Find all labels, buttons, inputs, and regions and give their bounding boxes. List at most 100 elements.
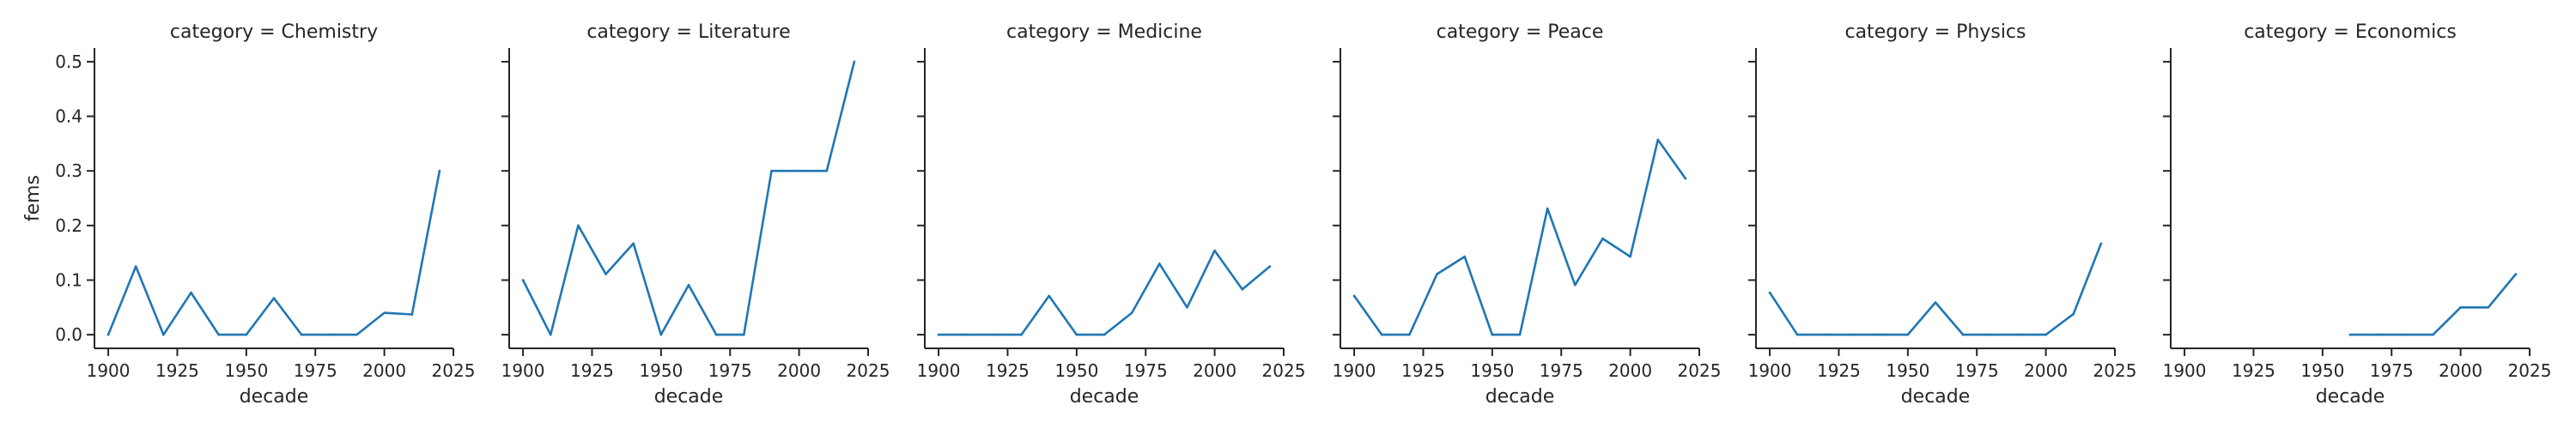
y-tick-label: 0.0 xyxy=(55,324,82,345)
x-tick-label: 2000 xyxy=(362,360,406,381)
data-point xyxy=(1158,263,1161,265)
data-point xyxy=(2072,312,2075,316)
x-tick-label: 1950 xyxy=(639,360,683,381)
data-point xyxy=(743,333,745,336)
x-tick-label: 1950 xyxy=(1054,360,1098,381)
facet-panel-4: category = Peace 1900 1925 1950 1975 2000 2025… xyxy=(1333,21,1722,408)
series-line xyxy=(937,249,1272,336)
data-point xyxy=(2459,305,2462,309)
data-point xyxy=(383,311,386,314)
data-point xyxy=(798,169,800,172)
x-tick-label: 1975 xyxy=(2370,360,2414,381)
data-point xyxy=(2099,242,2103,245)
facet-panel-6: category = Economics 1900 1925 1950 1975 2000… xyxy=(2163,21,2552,408)
data-point xyxy=(964,333,968,336)
x-tick-label: 1925 xyxy=(1401,360,1445,381)
data-point xyxy=(1961,333,1965,336)
data-point xyxy=(521,279,525,281)
y-tick-label: 0.4 xyxy=(55,106,82,127)
x-tick-label: 2000 xyxy=(2439,360,2482,381)
data-point xyxy=(1934,301,1937,304)
x-tick-label: 1975 xyxy=(294,360,337,381)
data-point xyxy=(1268,265,1272,268)
x-tick-label: 2025 xyxy=(1678,360,1722,381)
y-tick-label: 0.5 xyxy=(55,51,82,72)
x-tick-label: 1950 xyxy=(1470,360,1514,381)
y-tick-label: 0.2 xyxy=(55,215,82,236)
x-tick-label: 2025 xyxy=(1262,360,1306,381)
x-tick-label: 1975 xyxy=(708,360,752,381)
y-tick-label: 0.3 xyxy=(55,160,82,181)
data-point xyxy=(1990,333,1992,336)
panel-title: category = Literature xyxy=(586,21,790,43)
x-tick-label: 1950 xyxy=(224,360,268,381)
x-tick-label: 1900 xyxy=(501,360,545,381)
facet-panel-1: category = Chemistry 0.0 0.1 0.2 0.3 0.4 0.5 19… xyxy=(22,21,475,408)
x-axis-label: decade xyxy=(240,386,309,408)
data-point xyxy=(410,313,414,316)
x-tick-label: 1950 xyxy=(2300,360,2344,381)
data-point xyxy=(2017,333,2020,336)
panel-title: category = Physics xyxy=(1844,21,2026,43)
data-point xyxy=(1075,333,1078,336)
x-tick-label: 1900 xyxy=(917,360,961,381)
data-point xyxy=(1020,333,1023,336)
x-tick-label: 1900 xyxy=(2163,360,2207,381)
data-point xyxy=(1380,333,1383,336)
x-tick-label: 1900 xyxy=(87,360,131,381)
data-point xyxy=(825,169,829,172)
data-point xyxy=(245,333,248,336)
data-point xyxy=(1352,294,1356,298)
data-point xyxy=(1408,333,1411,336)
x-axis-label: decade xyxy=(654,386,724,408)
data-point xyxy=(1241,287,1244,291)
data-point xyxy=(1048,294,1050,298)
y-tick-label: 0.1 xyxy=(55,269,82,290)
data-point xyxy=(1518,333,1522,336)
data-point xyxy=(853,60,856,63)
data-point xyxy=(937,333,940,336)
x-tick-label: 1950 xyxy=(1886,360,1929,381)
data-point xyxy=(1546,207,1549,210)
data-point xyxy=(1851,333,1854,336)
series-line xyxy=(1352,138,1687,336)
data-point xyxy=(1103,333,1106,336)
x-tick-label: 1900 xyxy=(1333,360,1376,381)
data-point xyxy=(1463,255,1466,258)
data-point xyxy=(770,169,773,172)
data-point xyxy=(714,333,718,336)
data-point xyxy=(549,333,552,336)
data-point xyxy=(1186,305,1188,309)
x-axis-label: decade xyxy=(2316,386,2385,408)
data-point xyxy=(1768,291,1771,294)
x-tick-label: 2000 xyxy=(1193,360,1236,381)
x-tick-label: 1900 xyxy=(1748,360,1792,381)
data-point xyxy=(2348,333,2352,336)
facet-panel-5: category = Physics 1900 1925 1950 1975 2000 20… xyxy=(1748,21,2137,408)
data-point xyxy=(632,242,635,245)
x-tick-label: 1925 xyxy=(2232,360,2275,381)
data-point xyxy=(1879,333,1881,336)
data-point xyxy=(1824,333,1826,336)
data-point xyxy=(190,291,192,294)
data-point xyxy=(2404,333,2407,336)
x-tick-label: 2000 xyxy=(2024,360,2068,381)
data-point xyxy=(438,169,441,172)
data-point xyxy=(272,297,276,299)
data-point xyxy=(328,333,331,336)
data-point xyxy=(134,265,137,268)
data-point xyxy=(2044,333,2047,336)
facet-panel-2: category = Literature 1900 1925 1950 1975 200… xyxy=(501,21,890,408)
data-point xyxy=(2376,333,2379,336)
data-point xyxy=(300,333,303,336)
x-tick-label: 1975 xyxy=(1540,360,1583,381)
data-point xyxy=(2514,273,2518,275)
panel-title: category = Chemistry xyxy=(170,21,378,43)
facet-panel-3: category = Medicine 1900 1925 1950 1975 2000 2… xyxy=(917,21,1306,408)
data-point xyxy=(1491,333,1494,336)
data-point xyxy=(659,333,663,336)
series-line xyxy=(521,60,856,336)
series-line xyxy=(1768,242,2103,336)
data-point xyxy=(1436,273,1438,275)
